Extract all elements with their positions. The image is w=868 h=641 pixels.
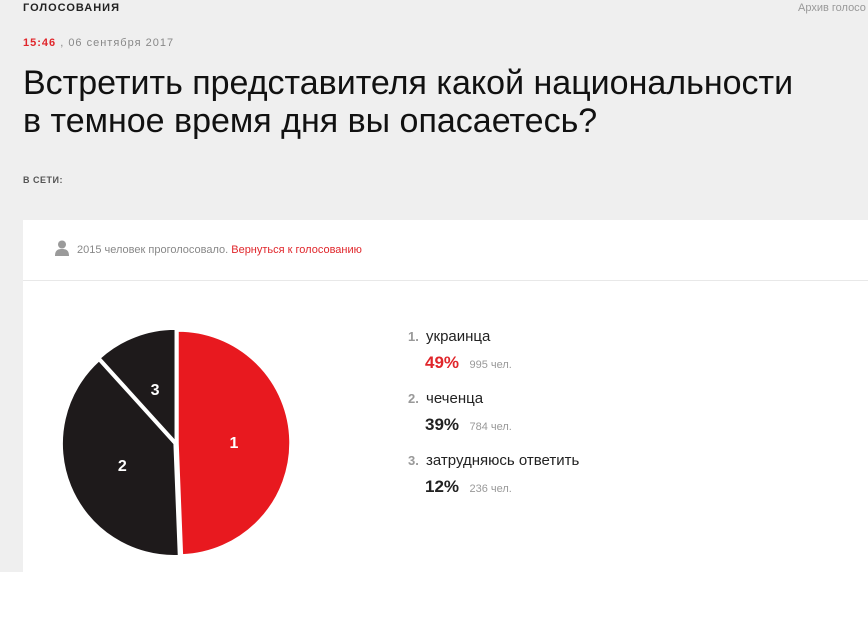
- legend-number: 2.: [408, 391, 419, 406]
- legend-item: 1. украинца 49% 995 чел.: [408, 328, 579, 390]
- legend-count: 236 чел.: [469, 483, 512, 495]
- pie-slice: [61, 359, 180, 557]
- pie-slice: [99, 328, 177, 444]
- votes-summary: 2015 человек проголосовало. Вернуться к …: [77, 244, 362, 256]
- online-label: В СЕТИ:: [23, 175, 63, 185]
- legend-number: 3.: [408, 453, 419, 468]
- pie-slice-label: 2: [118, 458, 127, 475]
- pie-slice-label: 3: [151, 382, 160, 399]
- legend-item: 2. чеченца 39% 784 чел.: [408, 390, 579, 452]
- legend-count: 995 чел.: [469, 359, 512, 371]
- legend-label: чеченца: [426, 390, 484, 407]
- legend-item: 3. затрудняюсь ответить 12% 236 чел.: [408, 452, 579, 514]
- votes-count-text: 2015 человек проголосовало.: [77, 244, 229, 256]
- dateline: 15:46 , 06 сентября 2017: [23, 37, 174, 49]
- section-label: ГОЛОСОВАНИЯ: [23, 2, 120, 14]
- poll-pie-chart: 1 2 3: [61, 328, 291, 557]
- legend-percent: 12%: [425, 477, 460, 496]
- legend-label: затрудняюсь ответить: [426, 452, 580, 469]
- poll-results-card: 2015 человек проголосовало. Вернуться к …: [23, 220, 868, 572]
- legend-percent: 49%: [425, 353, 460, 372]
- title-line-1: Встретить представителя какой национальн…: [23, 64, 794, 102]
- title-line-2: в темное время дня вы опасаетесь?: [23, 102, 598, 140]
- date-separator: ,: [56, 37, 69, 49]
- page-title: Встретить представителя какой национальн…: [23, 64, 868, 140]
- legend-count: 784 чел.: [469, 421, 512, 433]
- pie-slice-label: 1: [230, 435, 239, 452]
- poll-header: 2015 человек проголосовало. Вернуться к …: [23, 220, 868, 281]
- poll-legend: 1. украинца 49% 995 чел. 2. чеченца 39% …: [408, 328, 579, 514]
- legend-number: 1.: [408, 329, 419, 344]
- legend-percent: 39%: [425, 415, 460, 434]
- user-icon: [55, 240, 69, 256]
- legend-label: украинца: [426, 328, 491, 345]
- pie-slice: [177, 330, 291, 556]
- archive-link[interactable]: Архив голосо: [798, 2, 866, 14]
- publish-date: 06 сентября 2017: [68, 37, 175, 49]
- back-to-voting-link[interactable]: Вернуться к голосованию: [231, 244, 362, 256]
- publish-time: 15:46: [23, 37, 57, 49]
